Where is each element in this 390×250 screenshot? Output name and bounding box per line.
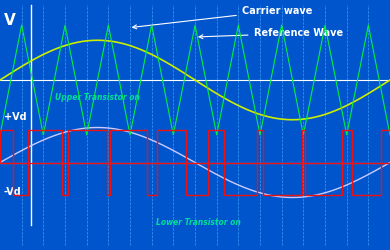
Bar [107, 162, 110, 195]
Bar [263, 162, 301, 195]
Text: -Vd: -Vd [4, 187, 22, 197]
Bar [147, 162, 157, 195]
Bar [301, 130, 305, 162]
Bar [157, 130, 186, 162]
Bar [257, 130, 263, 162]
Text: Upper Transistor on: Upper Transistor on [55, 93, 140, 102]
Bar [28, 130, 62, 162]
Bar [223, 162, 257, 195]
Bar [13, 162, 28, 195]
Bar [352, 162, 381, 195]
Text: Carrier wave: Carrier wave [133, 6, 312, 29]
Bar [186, 162, 208, 195]
Bar [342, 130, 352, 162]
Bar [381, 130, 390, 162]
Bar [305, 162, 342, 195]
Text: V: V [4, 13, 16, 28]
Bar [0, 130, 13, 162]
Bar [110, 130, 147, 162]
Bar [68, 130, 107, 162]
Text: Reference Wave: Reference Wave [199, 28, 343, 39]
Text: Lower Transistor on: Lower Transistor on [156, 218, 241, 227]
Bar [208, 130, 223, 162]
Text: +Vd: +Vd [4, 112, 27, 122]
Bar [62, 162, 68, 195]
